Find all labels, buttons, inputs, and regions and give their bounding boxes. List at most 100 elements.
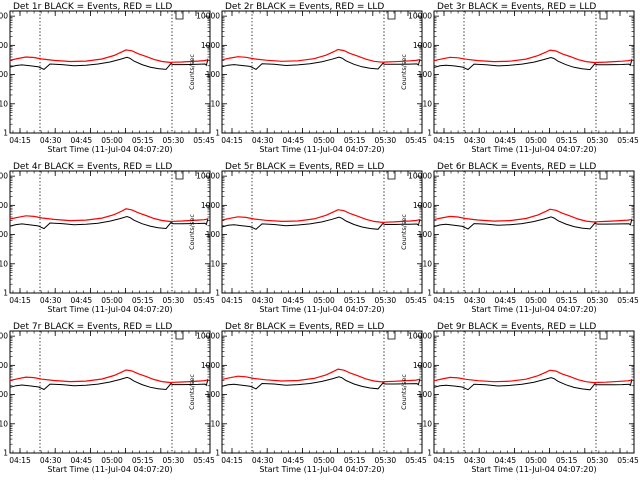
panel-title: Det 2r BLACK = Events, RED = LLD bbox=[225, 2, 384, 12]
x-tick-label: 05:15 bbox=[556, 456, 578, 465]
x-tick-label: 05:45 bbox=[617, 296, 639, 305]
y-tick-label: 1000 bbox=[201, 41, 220, 50]
x-tick-label: 04:15 bbox=[433, 456, 455, 465]
x-tick-label: 05:30 bbox=[375, 456, 397, 465]
x-tick-label: 04:45 bbox=[495, 296, 517, 305]
x-tick-label: 05:30 bbox=[587, 456, 609, 465]
y-tick-label: 100 bbox=[206, 230, 221, 239]
x-axis-label: Start Time (11-Jul-04 04:07:20) bbox=[47, 145, 172, 154]
x-tick-label: 05:15 bbox=[132, 136, 154, 145]
y-tick-label: 100 bbox=[418, 70, 433, 79]
x-tick-label: 04:15 bbox=[221, 136, 243, 145]
x-tick-label: 04:30 bbox=[252, 136, 274, 145]
x-tick-label: 04:30 bbox=[40, 456, 62, 465]
y-tick-label: 1 bbox=[215, 289, 220, 298]
y-axis-label: Counts/sec bbox=[188, 214, 196, 250]
series-line-lld bbox=[221, 209, 421, 224]
x-tick-label: 04:30 bbox=[252, 296, 274, 305]
series-line-lld bbox=[221, 48, 421, 63]
y-tick-label: 10000 bbox=[0, 332, 8, 341]
y-tick-label: 100 bbox=[0, 390, 8, 399]
y-axis-label: Counts/sec bbox=[400, 214, 408, 250]
series-line-events bbox=[433, 216, 633, 230]
y-tick-label: 1000 bbox=[201, 361, 220, 370]
series-line-events bbox=[221, 376, 421, 390]
chart-panel-2: Det 2r BLACK = Events, RED = LLD 1 10 100 10… bbox=[188, 2, 427, 154]
series-line-events bbox=[221, 56, 421, 71]
plot-frame bbox=[9, 330, 211, 454]
x-tick-label: 05:45 bbox=[405, 296, 427, 305]
y-tick-label: 1 bbox=[3, 289, 8, 298]
x-tick-label: 05:00 bbox=[313, 136, 335, 145]
time-bracket-marker bbox=[175, 331, 184, 340]
plot-frame bbox=[433, 170, 635, 294]
x-tick-label: 04:45 bbox=[495, 136, 517, 145]
x-tick-label: 04:15 bbox=[221, 296, 243, 305]
chart-panel-1: Det 1r BLACK = Events, RED = LLD 1 10 100 10… bbox=[0, 2, 215, 154]
plot-frame bbox=[433, 330, 635, 454]
x-tick-label: 05:00 bbox=[525, 136, 547, 145]
y-tick-label: 100 bbox=[418, 390, 433, 399]
y-tick-label: 1 bbox=[427, 289, 432, 298]
time-bracket-marker bbox=[599, 171, 608, 180]
x-tick-label: 05:30 bbox=[163, 136, 185, 145]
series-line-events bbox=[9, 376, 209, 391]
x-axis-label: Start Time (11-Jul-04 04:07:20) bbox=[259, 145, 384, 154]
y-tick-label: 1000 bbox=[413, 361, 432, 370]
x-tick-label: 04:15 bbox=[9, 296, 31, 305]
chart-panel-4: Det 4r BLACK = Events, RED = LLD 1 10 100 10… bbox=[0, 162, 215, 314]
x-tick-label: 04:30 bbox=[464, 296, 486, 305]
time-bracket-marker bbox=[599, 11, 608, 20]
x-tick-label: 04:45 bbox=[283, 136, 305, 145]
x-tick-label: 04:15 bbox=[9, 136, 31, 145]
panel-title: Det 1r BLACK = Events, RED = LLD bbox=[13, 2, 172, 12]
x-tick-label: 05:15 bbox=[132, 296, 154, 305]
plot-frame bbox=[221, 10, 423, 134]
chart-panel-9: Det 9r BLACK = Events, RED = LLD 1 10 100 10… bbox=[400, 322, 639, 474]
x-tick-label: 05:15 bbox=[556, 136, 578, 145]
y-tick-label: 1000 bbox=[0, 201, 8, 210]
x-tick-label: 04:45 bbox=[283, 296, 305, 305]
x-tick-label: 05:00 bbox=[101, 296, 123, 305]
x-tick-label: 04:30 bbox=[252, 456, 274, 465]
x-tick-label: 05:15 bbox=[344, 136, 366, 145]
x-tick-label: 05:15 bbox=[556, 296, 578, 305]
panel-title: Det 3r BLACK = Events, RED = LLD bbox=[437, 2, 596, 12]
x-axis-label: Start Time (11-Jul-04 04:07:20) bbox=[471, 465, 596, 474]
x-tick-label: 05:00 bbox=[525, 296, 547, 305]
x-tick-label: 05:45 bbox=[405, 456, 427, 465]
time-bracket-marker bbox=[599, 331, 608, 340]
x-tick-label: 05:00 bbox=[525, 456, 547, 465]
y-tick-label: 100 bbox=[0, 70, 8, 79]
plot-frame bbox=[9, 10, 211, 134]
y-tick-label: 10000 bbox=[408, 12, 432, 21]
y-tick-label: 10 bbox=[0, 259, 8, 268]
series-line-events bbox=[9, 56, 209, 70]
plot-frame bbox=[9, 170, 211, 294]
y-tick-label: 100 bbox=[418, 230, 433, 239]
x-tick-label: 04:45 bbox=[495, 456, 517, 465]
x-tick-label: 04:15 bbox=[433, 136, 455, 145]
y-tick-label: 1000 bbox=[201, 201, 220, 210]
x-tick-label: 04:30 bbox=[40, 136, 62, 145]
x-tick-label: 05:45 bbox=[405, 136, 427, 145]
x-tick-label: 05:30 bbox=[163, 296, 185, 305]
y-tick-label: 1000 bbox=[0, 41, 8, 50]
chart-panel-3: Det 3r BLACK = Events, RED = LLD 1 10 100 10… bbox=[400, 2, 639, 154]
y-tick-label: 10 bbox=[210, 419, 220, 428]
x-tick-label: 05:30 bbox=[587, 136, 609, 145]
time-bracket-marker bbox=[387, 11, 396, 20]
series-line-lld bbox=[433, 49, 633, 64]
x-tick-label: 04:30 bbox=[464, 136, 486, 145]
time-bracket-marker bbox=[175, 11, 184, 20]
x-tick-label: 04:15 bbox=[433, 296, 455, 305]
x-tick-label: 05:30 bbox=[163, 456, 185, 465]
series-line-events bbox=[433, 377, 633, 391]
x-tick-label: 04:15 bbox=[9, 456, 31, 465]
y-tick-label: 10000 bbox=[196, 12, 220, 21]
x-axis-label: Start Time (11-Jul-04 04:07:20) bbox=[47, 305, 172, 314]
x-tick-label: 04:15 bbox=[221, 456, 243, 465]
x-axis-label: Start Time (11-Jul-04 04:07:20) bbox=[471, 305, 596, 314]
x-tick-label: 05:00 bbox=[101, 136, 123, 145]
x-tick-label: 04:30 bbox=[40, 296, 62, 305]
